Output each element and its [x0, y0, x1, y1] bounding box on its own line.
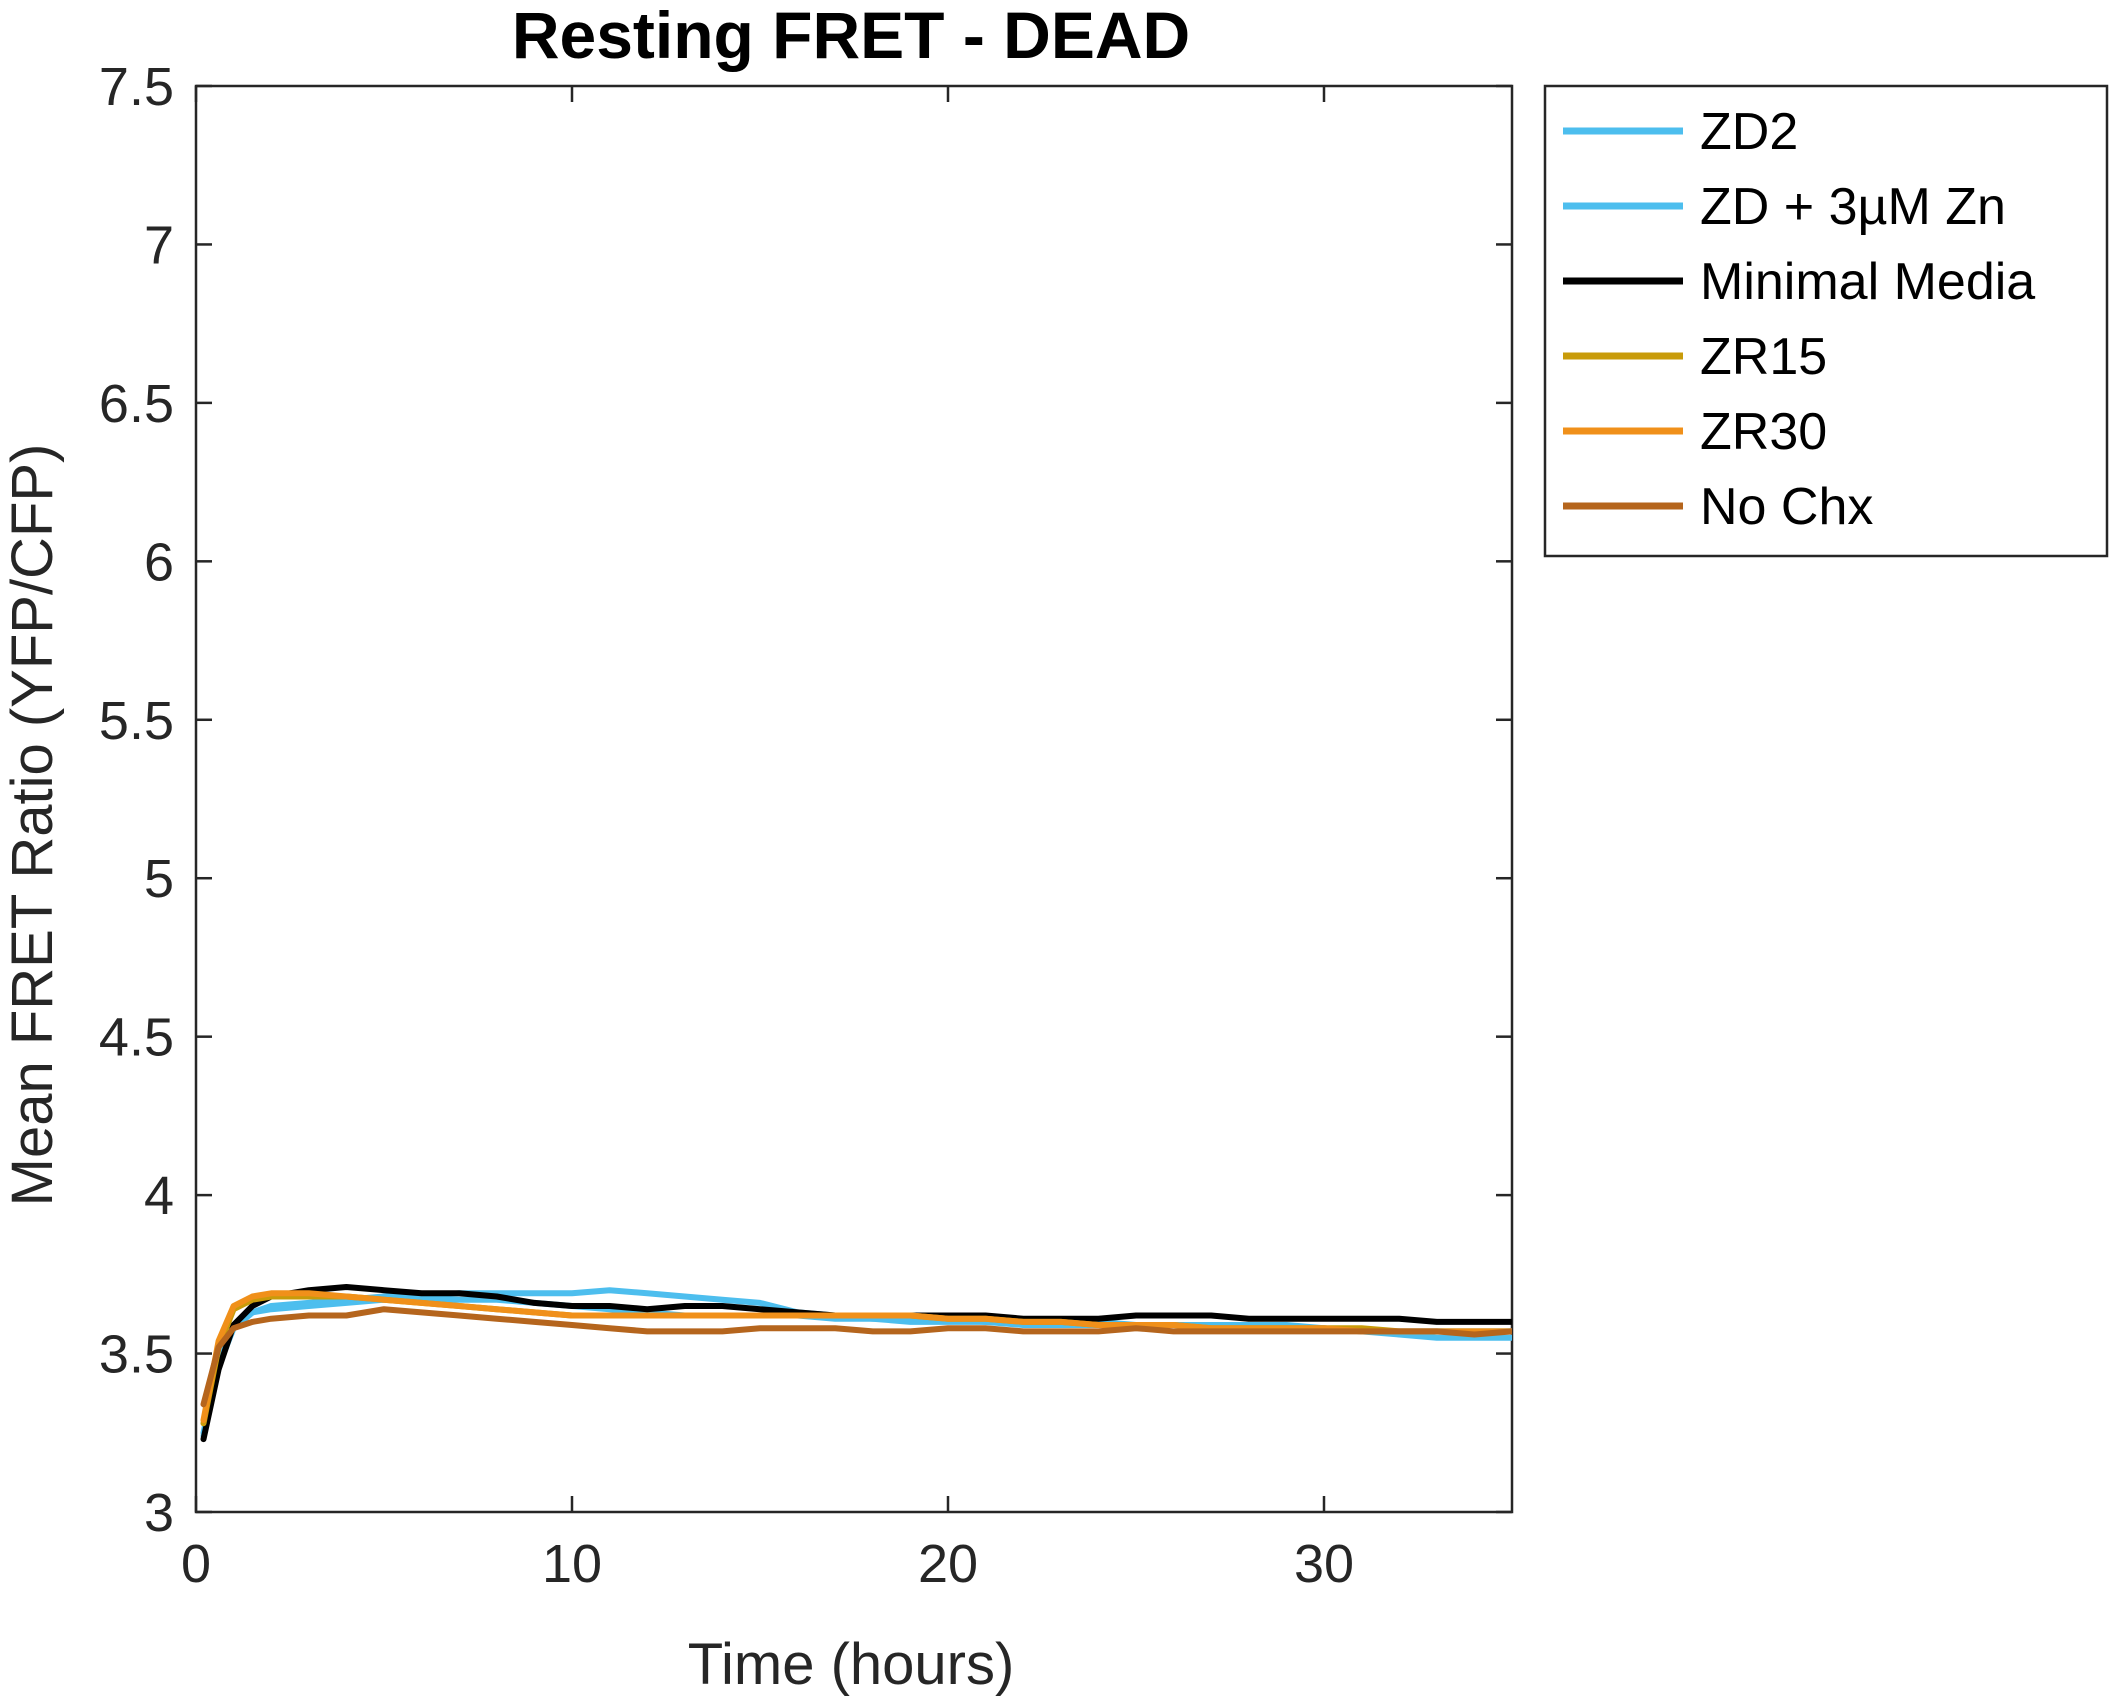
y-tick-label: 4: [144, 1166, 174, 1226]
legend-label: ZD + 3µM Zn: [1700, 178, 2006, 236]
chart-title: Resting FRET - DEAD: [512, 0, 1190, 72]
y-tick-label: 7.5: [99, 57, 174, 117]
legend-label: ZR15: [1700, 328, 1827, 386]
x-tick-label: 10: [542, 1534, 602, 1594]
y-tick-label: 5.5: [99, 691, 174, 751]
axes-box: [194, 84, 1514, 1514]
series-line: [200, 1306, 1512, 1408]
series-lines: [200, 1284, 1512, 1443]
y-tick-label: 3: [144, 1483, 174, 1543]
legend-label: ZD2: [1700, 103, 1798, 161]
y-axis-label: Mean FRET Ratio (YFP/CFP): [0, 444, 65, 1207]
legend-label: Minimal Media: [1700, 253, 2035, 311]
y-tick-label: 4.5: [99, 1008, 174, 1068]
legend: ZD2 ZD + 3µM Zn Minimal Media ZR15 ZR30 No Ch…: [1543, 84, 2109, 558]
x-tick-label: 20: [918, 1534, 978, 1594]
y-tick-label: 7: [144, 215, 174, 275]
x-tick-label: 0: [181, 1534, 211, 1594]
plot-area: 0 10 20 30 3 3.5 4 4.5 5 5.5 6 6.5 7 7.5: [99, 57, 1514, 1594]
legend-label: No Chx: [1700, 478, 1873, 536]
legend-label: ZR30: [1700, 403, 1827, 461]
y-tick-label: 6: [144, 532, 174, 592]
y-tick-label: 6.5: [99, 374, 174, 434]
y-tick-label: 5: [144, 849, 174, 909]
x-tick-label: 30: [1294, 1534, 1354, 1594]
series-line: [200, 1290, 1512, 1424]
x-axis-label: Time (hours): [688, 1632, 1015, 1697]
legend-box: [1543, 84, 2109, 558]
y-tick-label: 3.5: [99, 1325, 174, 1385]
